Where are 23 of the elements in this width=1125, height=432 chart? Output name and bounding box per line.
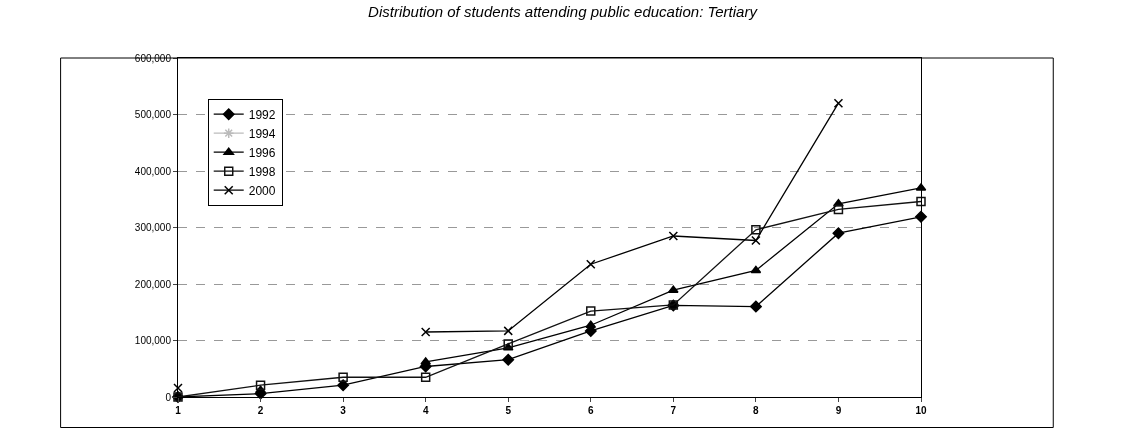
x-tick-label: 1 bbox=[175, 405, 182, 416]
y-tick-label: 100,000 bbox=[134, 335, 172, 346]
x-tick-label: 5 bbox=[505, 405, 512, 416]
legend-label: 2000 bbox=[248, 183, 276, 198]
y-tick-label: 300,000 bbox=[134, 222, 172, 233]
legend-label: 1994 bbox=[248, 126, 276, 141]
x-tick-label: 4 bbox=[422, 405, 429, 416]
x-tick-label: 8 bbox=[753, 405, 760, 416]
y-tick-label: 0 bbox=[165, 391, 172, 403]
y-tick-label: 400,000 bbox=[134, 165, 172, 177]
legend-label: 1996 bbox=[248, 145, 276, 160]
x-tick-label: 9 bbox=[835, 405, 842, 416]
legend-label: 1998 bbox=[248, 164, 276, 179]
y-tick-label: 200,000 bbox=[134, 278, 172, 290]
x-tick-label: 6 bbox=[588, 405, 594, 416]
legend-label: 1992 bbox=[248, 107, 276, 122]
x-tick-label: 3 bbox=[340, 405, 347, 416]
x-tick-label: 10 bbox=[915, 405, 927, 416]
y-tick-label: 500,000 bbox=[134, 109, 172, 120]
y-tick-label: 600,000 bbox=[134, 52, 172, 64]
chart-title: Distribution of students attending public education: Tertiary bbox=[368, 2, 759, 20]
x-tick-label: 2 bbox=[257, 405, 264, 416]
x-tick-label: 7 bbox=[670, 405, 677, 416]
